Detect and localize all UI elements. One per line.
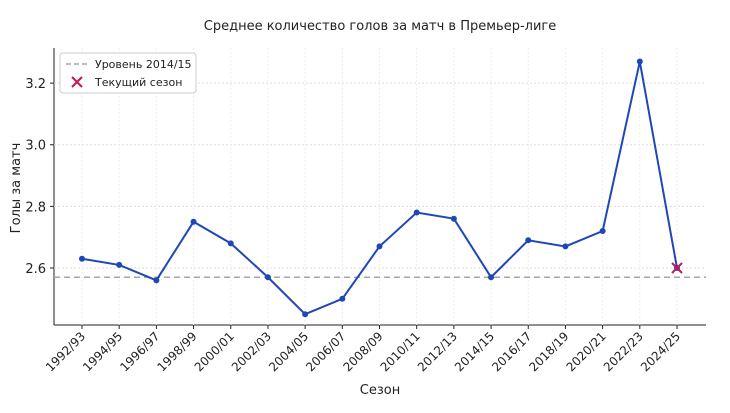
point	[636, 58, 643, 65]
x-tick-label: 2006/07	[303, 329, 348, 374]
y-tick-label: 3.0	[25, 139, 46, 154]
point	[376, 243, 383, 250]
x-tick-label: 1994/95	[80, 329, 125, 374]
x-tick-label: 2008/09	[340, 329, 385, 374]
point	[153, 277, 160, 284]
x-tick-label: 1998/99	[155, 329, 200, 374]
x-tick-label: 2002/03	[229, 329, 274, 374]
point	[116, 261, 123, 268]
x-tick-label: 2000/01	[192, 329, 237, 374]
chart-title: Среднее количество голов за матч в Премь…	[204, 19, 556, 34]
x-tick-label: 2010/11	[378, 329, 423, 374]
y-axis-label: Голы за матч	[9, 143, 24, 234]
point	[450, 215, 457, 222]
point	[488, 274, 495, 281]
x-tick-label: 2018/19	[526, 329, 571, 374]
highlight-marker	[671, 262, 683, 274]
point	[562, 243, 569, 250]
x-tick-label: 2014/15	[452, 329, 497, 374]
point	[190, 218, 197, 225]
x-tick-label: 1992/93	[43, 329, 88, 374]
point	[264, 274, 271, 281]
x-tick-label: 2024/25	[638, 329, 683, 374]
x-tick-label: 1996/97	[117, 329, 162, 374]
legend: Уровень 2014/15 Текущий сезон	[59, 52, 197, 94]
point	[413, 209, 420, 216]
y-tick-label: 2.6	[25, 262, 46, 277]
y-tick-label: 2.8	[25, 200, 46, 215]
y-tick-label: 3.2	[25, 77, 46, 92]
legend-label: Текущий сезон	[94, 76, 182, 89]
x-tick-label: 2004/05	[266, 329, 311, 374]
point	[525, 237, 532, 244]
x-tick-label: 2020/21	[564, 329, 609, 374]
x-axis-label: Сезон	[360, 383, 400, 398]
point	[227, 240, 234, 247]
legend-swatch	[71, 76, 83, 88]
x-tick-label: 2012/13	[415, 329, 460, 374]
point	[339, 295, 346, 302]
x-tick-label: 2022/23	[601, 329, 646, 374]
legend-box	[59, 52, 197, 94]
x-tick-label: 2016/17	[489, 329, 534, 374]
legend-label: Уровень 2014/15	[95, 58, 192, 71]
point	[302, 311, 309, 318]
point	[599, 228, 606, 235]
point	[79, 255, 85, 262]
